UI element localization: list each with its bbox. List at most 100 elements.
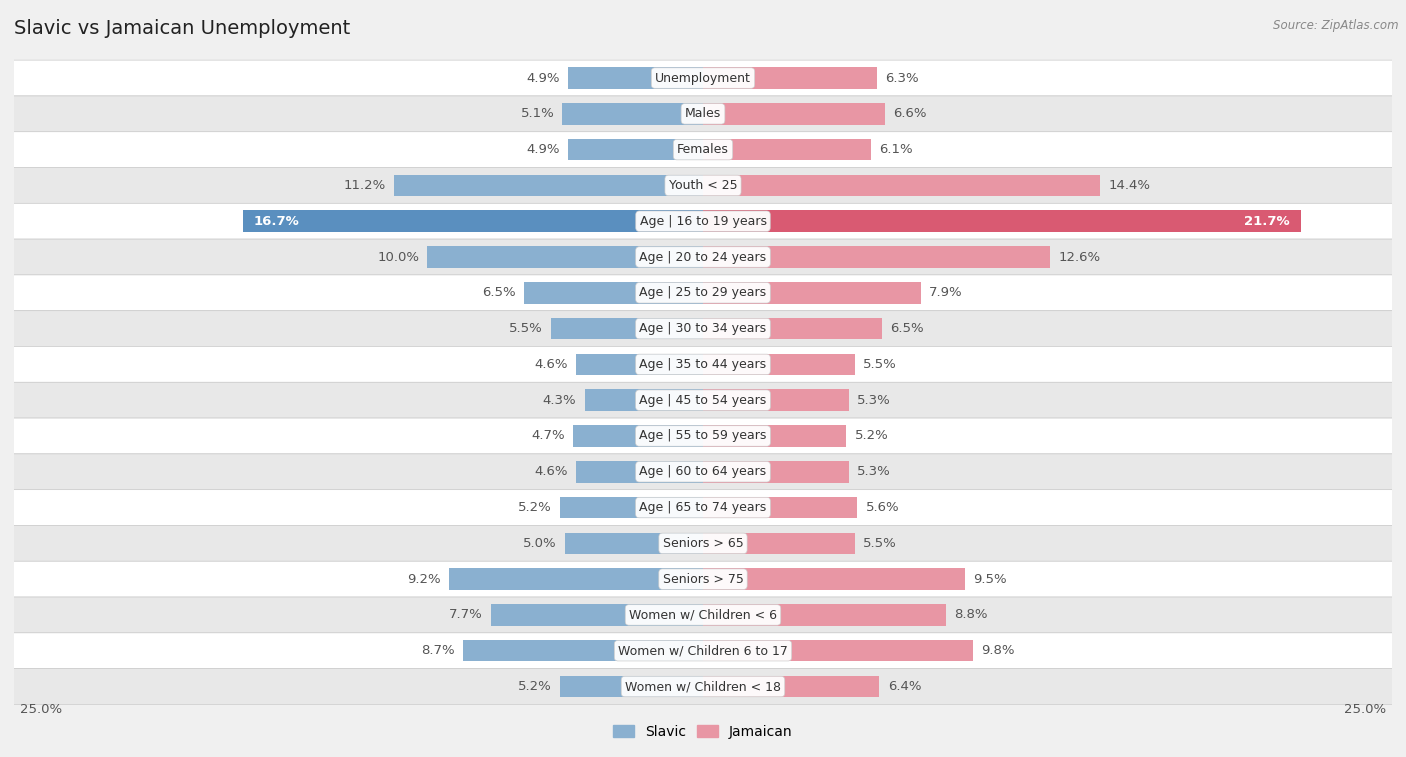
Bar [562, 103, 703, 125]
Bar [703, 497, 858, 519]
Bar [703, 318, 882, 339]
Text: 9.2%: 9.2% [408, 572, 441, 586]
FancyBboxPatch shape [13, 96, 1393, 132]
Text: Females: Females [678, 143, 728, 156]
Bar [703, 533, 855, 554]
Bar [551, 318, 703, 339]
Text: 6.3%: 6.3% [884, 72, 918, 85]
Bar [568, 67, 703, 89]
FancyBboxPatch shape [13, 167, 1393, 204]
Text: 5.1%: 5.1% [520, 107, 554, 120]
Bar [568, 139, 703, 160]
FancyBboxPatch shape [13, 418, 1393, 454]
FancyBboxPatch shape [13, 490, 1393, 525]
Text: 5.5%: 5.5% [863, 358, 897, 371]
FancyBboxPatch shape [13, 60, 1393, 96]
Text: Seniors > 65: Seniors > 65 [662, 537, 744, 550]
Text: Age | 16 to 19 years: Age | 16 to 19 years [640, 215, 766, 228]
Text: 5.5%: 5.5% [863, 537, 897, 550]
Bar [703, 425, 846, 447]
FancyBboxPatch shape [13, 239, 1393, 275]
Text: 11.2%: 11.2% [344, 179, 387, 192]
Text: 4.9%: 4.9% [526, 143, 560, 156]
Bar [703, 461, 849, 482]
FancyBboxPatch shape [13, 132, 1393, 167]
Bar [491, 604, 703, 626]
Text: Women w/ Children < 18: Women w/ Children < 18 [626, 680, 780, 693]
Text: 5.3%: 5.3% [858, 466, 891, 478]
Text: 9.5%: 9.5% [973, 572, 1007, 586]
FancyBboxPatch shape [13, 668, 1393, 705]
FancyBboxPatch shape [13, 561, 1393, 597]
FancyBboxPatch shape [13, 454, 1393, 490]
FancyBboxPatch shape [13, 347, 1393, 382]
Text: 5.2%: 5.2% [855, 429, 889, 443]
Bar [450, 569, 703, 590]
Text: 6.1%: 6.1% [879, 143, 912, 156]
FancyBboxPatch shape [13, 275, 1393, 310]
Text: 16.7%: 16.7% [254, 215, 299, 228]
Text: 4.3%: 4.3% [543, 394, 576, 407]
Text: Males: Males [685, 107, 721, 120]
Bar [463, 640, 703, 662]
Text: Women w/ Children < 6: Women w/ Children < 6 [628, 609, 778, 621]
Text: 10.0%: 10.0% [377, 251, 419, 263]
Text: 6.5%: 6.5% [482, 286, 516, 299]
Bar [703, 246, 1050, 268]
Text: 6.4%: 6.4% [887, 680, 921, 693]
Text: 4.7%: 4.7% [531, 429, 565, 443]
Text: Age | 55 to 59 years: Age | 55 to 59 years [640, 429, 766, 443]
Text: 7.9%: 7.9% [929, 286, 963, 299]
Bar [565, 533, 703, 554]
Bar [703, 640, 973, 662]
Text: Seniors > 75: Seniors > 75 [662, 572, 744, 586]
Bar [560, 676, 703, 697]
Bar [243, 210, 703, 232]
Bar [576, 461, 703, 482]
Bar [560, 497, 703, 519]
Bar [574, 425, 703, 447]
FancyBboxPatch shape [13, 382, 1393, 418]
Bar [703, 175, 1099, 196]
Text: 25.0%: 25.0% [20, 703, 62, 716]
Text: Age | 30 to 34 years: Age | 30 to 34 years [640, 322, 766, 335]
Text: Source: ZipAtlas.com: Source: ZipAtlas.com [1274, 19, 1399, 32]
Bar [427, 246, 703, 268]
Text: 7.7%: 7.7% [449, 609, 482, 621]
Bar [703, 139, 872, 160]
Bar [524, 282, 703, 304]
Text: Women w/ Children 6 to 17: Women w/ Children 6 to 17 [619, 644, 787, 657]
Text: 5.0%: 5.0% [523, 537, 557, 550]
Bar [703, 354, 855, 375]
FancyBboxPatch shape [13, 525, 1393, 561]
FancyBboxPatch shape [13, 310, 1393, 347]
Text: Age | 25 to 29 years: Age | 25 to 29 years [640, 286, 766, 299]
Bar [585, 389, 703, 411]
Text: 4.6%: 4.6% [534, 466, 568, 478]
Text: 4.6%: 4.6% [534, 358, 568, 371]
Bar [703, 389, 849, 411]
Text: Youth < 25: Youth < 25 [669, 179, 737, 192]
Text: Age | 45 to 54 years: Age | 45 to 54 years [640, 394, 766, 407]
FancyBboxPatch shape [13, 597, 1393, 633]
Bar [576, 354, 703, 375]
Legend: Slavic, Jamaican: Slavic, Jamaican [607, 719, 799, 744]
Text: Age | 20 to 24 years: Age | 20 to 24 years [640, 251, 766, 263]
Text: 8.7%: 8.7% [422, 644, 456, 657]
Text: 6.6%: 6.6% [893, 107, 927, 120]
Text: Age | 35 to 44 years: Age | 35 to 44 years [640, 358, 766, 371]
Text: 4.9%: 4.9% [526, 72, 560, 85]
Bar [703, 676, 879, 697]
Text: 12.6%: 12.6% [1059, 251, 1101, 263]
Text: 25.0%: 25.0% [1344, 703, 1386, 716]
Text: 21.7%: 21.7% [1244, 215, 1289, 228]
Bar [703, 103, 884, 125]
Bar [394, 175, 703, 196]
Text: 5.2%: 5.2% [517, 501, 551, 514]
Text: 9.8%: 9.8% [981, 644, 1015, 657]
FancyBboxPatch shape [13, 204, 1393, 239]
Text: 6.5%: 6.5% [890, 322, 924, 335]
Bar [703, 210, 1301, 232]
Text: Age | 60 to 64 years: Age | 60 to 64 years [640, 466, 766, 478]
Text: 8.8%: 8.8% [953, 609, 987, 621]
